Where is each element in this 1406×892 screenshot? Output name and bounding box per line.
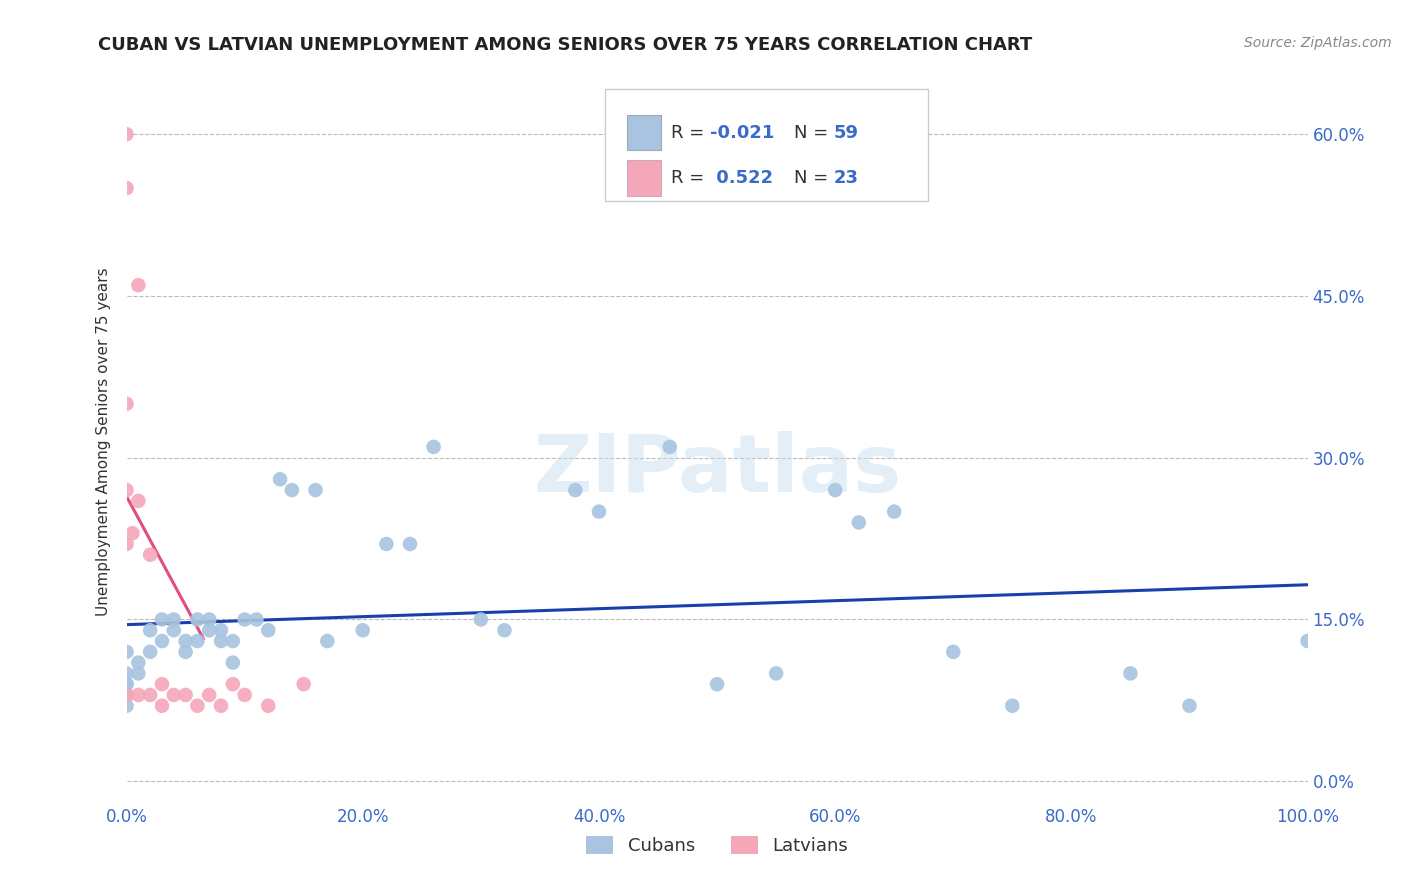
Point (127, 493, 149, 508)
Point (233, 688, 256, 702)
Point (127, 666, 149, 681)
Point (139, 645, 162, 659)
Point (115, 397, 138, 411)
Point (127, 278, 149, 293)
Point (399, 537, 422, 551)
Point (115, 127, 138, 141)
Point (163, 624, 186, 638)
Point (121, 526, 143, 541)
Point (1001, 698, 1024, 713)
Point (375, 537, 398, 551)
Point (564, 483, 586, 497)
Point (588, 505, 610, 519)
Point (150, 698, 173, 713)
Point (150, 677, 173, 691)
Y-axis label: Unemployment Among Seniors over 75 years: Unemployment Among Seniors over 75 years (96, 268, 111, 615)
Point (115, 698, 138, 713)
Point (1296, 634, 1319, 648)
Point (1119, 666, 1142, 681)
Point (127, 656, 149, 670)
Point (163, 612, 186, 626)
Point (186, 612, 208, 626)
Point (174, 688, 197, 702)
Point (222, 634, 245, 648)
Text: -0.021: -0.021 (710, 124, 775, 142)
Point (198, 612, 221, 626)
Point (139, 548, 162, 562)
Point (1178, 698, 1201, 713)
Text: N =: N = (794, 124, 834, 142)
Point (269, 472, 291, 486)
Text: ZIPatlas: ZIPatlas (533, 432, 901, 509)
Point (257, 698, 280, 713)
Point (706, 677, 728, 691)
Point (174, 645, 197, 659)
Point (186, 698, 208, 713)
Point (658, 440, 681, 454)
Text: 23: 23 (834, 169, 859, 186)
Point (150, 634, 173, 648)
Text: R =: R = (671, 169, 710, 186)
Point (127, 688, 149, 702)
Point (115, 688, 138, 702)
Point (163, 688, 186, 702)
Point (281, 483, 304, 497)
Point (422, 440, 444, 454)
Point (150, 612, 173, 626)
Point (245, 612, 267, 626)
Point (848, 516, 870, 530)
Point (209, 698, 232, 713)
Text: CUBAN VS LATVIAN UNEMPLOYMENT AMONG SENIORS OVER 75 YEARS CORRELATION CHART: CUBAN VS LATVIAN UNEMPLOYMENT AMONG SENI… (98, 36, 1032, 54)
Text: 59: 59 (834, 124, 859, 142)
Point (139, 688, 162, 702)
Point (233, 612, 256, 626)
Point (292, 677, 315, 691)
Point (115, 677, 138, 691)
Point (115, 181, 138, 195)
Point (222, 656, 245, 670)
Point (198, 688, 221, 702)
Point (115, 537, 138, 551)
Point (115, 666, 138, 681)
Point (824, 483, 846, 497)
Point (139, 624, 162, 638)
Point (494, 624, 516, 638)
Point (304, 483, 326, 497)
Text: 0.522: 0.522 (710, 169, 773, 186)
Point (209, 634, 232, 648)
Point (470, 612, 492, 626)
Point (352, 624, 374, 638)
Text: Source: ZipAtlas.com: Source: ZipAtlas.com (1244, 36, 1392, 50)
Point (942, 645, 965, 659)
Text: N =: N = (794, 169, 834, 186)
Point (222, 677, 245, 691)
Point (186, 634, 208, 648)
Point (115, 677, 138, 691)
Point (115, 645, 138, 659)
Point (316, 634, 339, 648)
Point (765, 666, 787, 681)
Point (174, 634, 197, 648)
Point (115, 688, 138, 702)
Legend: Cubans, Latvians: Cubans, Latvians (579, 829, 855, 863)
Point (198, 624, 221, 638)
Point (115, 688, 138, 702)
Point (115, 483, 138, 497)
Point (257, 624, 280, 638)
Point (209, 624, 232, 638)
Point (883, 505, 905, 519)
Text: R =: R = (671, 124, 710, 142)
